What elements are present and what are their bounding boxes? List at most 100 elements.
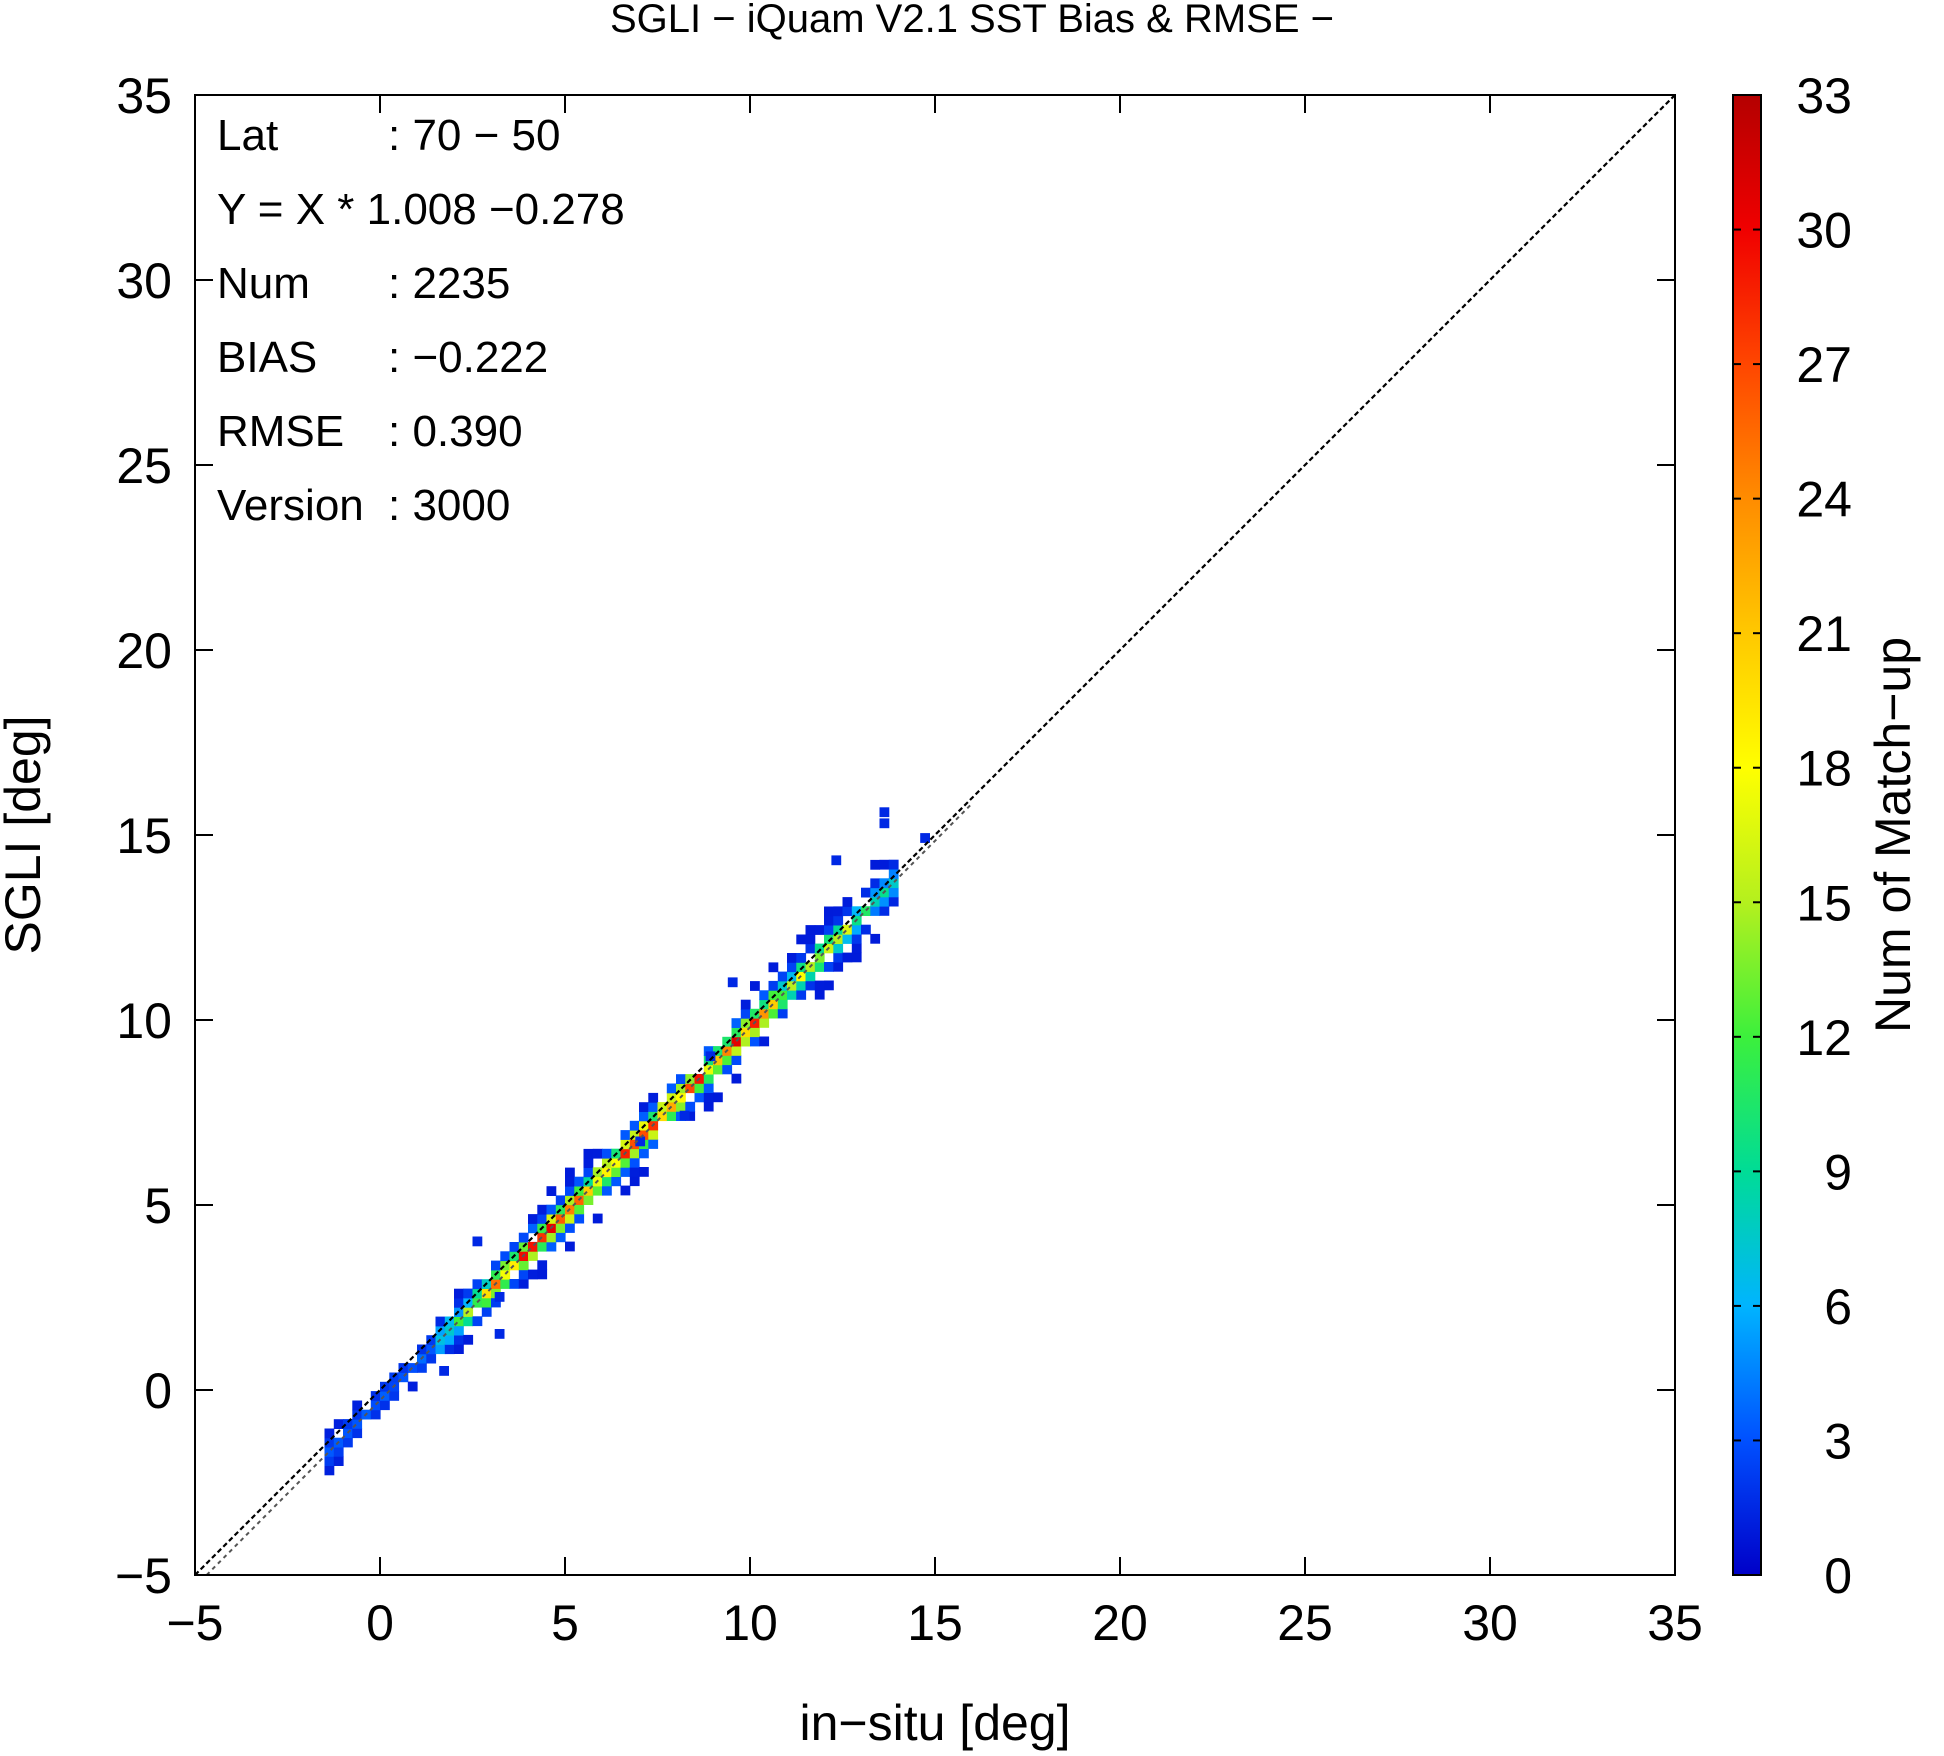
density-cell: [824, 925, 834, 935]
density-cell: [740, 1027, 751, 1038]
density-cell: [518, 1260, 529, 1271]
density-cell: [537, 1269, 548, 1280]
density-cell: [805, 971, 816, 982]
x-tick-label: 5: [551, 1595, 579, 1651]
density-cell: [592, 1148, 603, 1159]
colorbar-tick-label: 0: [1824, 1548, 1852, 1604]
density-cell: [565, 1176, 575, 1187]
density-cell: [842, 952, 853, 963]
outlier-cell: [679, 1110, 690, 1121]
density-cell: [472, 1316, 483, 1327]
regression-line: [205, 802, 973, 1576]
density-cell: [380, 1391, 390, 1401]
colorbar-tick-label: 21: [1796, 606, 1852, 662]
colorbar-tick-label: 30: [1796, 203, 1852, 259]
density-cell: [805, 934, 816, 945]
density-cell: [500, 1260, 511, 1271]
y-axis-label: SGLI [deg]: [0, 715, 51, 954]
density-cell: [824, 915, 834, 926]
density-cell: [491, 1260, 501, 1271]
density-cell: [629, 1167, 640, 1177]
density-cell: [518, 1269, 529, 1280]
density-cell: [888, 887, 899, 898]
density-cell: [824, 962, 834, 972]
stat-value: : 70 − 50: [388, 111, 560, 160]
x-axis-label: in−situ [deg]: [799, 1695, 1070, 1751]
density-cell: [555, 1223, 566, 1233]
colorbar-label: Num of Match−up: [1865, 637, 1921, 1033]
density-cell: [602, 1148, 612, 1159]
density-cell: [324, 1428, 335, 1439]
density-cell: [750, 981, 760, 991]
one-to-one-line: [194, 94, 1676, 1576]
density-cell: [398, 1363, 409, 1373]
density-cell: [463, 1334, 474, 1345]
density-cell: [454, 1325, 464, 1336]
density-cell: [417, 1363, 427, 1373]
density-cell: [759, 1008, 770, 1019]
density-cell: [759, 1018, 770, 1028]
x-tick-label: 35: [1647, 1595, 1703, 1651]
density-cell: [879, 896, 890, 907]
density-cell: [703, 1101, 714, 1112]
outlier-cell: [920, 833, 930, 843]
density-cell: [435, 1316, 446, 1327]
density-cell: [787, 971, 797, 982]
density-cell: [407, 1363, 418, 1373]
density-cell: [629, 1157, 640, 1168]
density-cell: [555, 1213, 566, 1224]
colorbar-tick-label: 9: [1824, 1144, 1852, 1200]
density-cell: [888, 896, 899, 907]
density-cell: [629, 1120, 640, 1131]
density-cell: [768, 999, 779, 1010]
density-cell: [352, 1428, 363, 1439]
density-cell: [731, 1046, 742, 1056]
density-cell: [426, 1353, 437, 1364]
x-tick-label: 15: [907, 1595, 963, 1651]
density-cell: [879, 878, 890, 889]
density-cell: [574, 1186, 585, 1196]
stat-label: Lat: [217, 111, 278, 160]
density-cell: [491, 1297, 501, 1308]
density-cell: [750, 1027, 760, 1038]
colorbar-ticks: 0 3 6 9 12 15 18 21 24 27 30 33: [1733, 68, 1852, 1604]
density-cell: [620, 1130, 631, 1140]
y-tick-label: −5: [115, 1548, 172, 1604]
density-cell: [870, 887, 881, 898]
density-cell: [481, 1288, 492, 1299]
density-cell: [537, 1260, 548, 1271]
density-cell: [565, 1223, 575, 1233]
stat-label: Y = X * 1.008 −0.278: [217, 185, 625, 234]
density-cell: [343, 1419, 353, 1429]
density-cell: [592, 1185, 603, 1196]
colorbar-tick-label: 18: [1796, 741, 1852, 797]
density-cell: [861, 906, 871, 916]
density-cell: [583, 1195, 594, 1205]
density-cell: [731, 1073, 742, 1084]
density-cell: [537, 1204, 548, 1215]
density-cell: [380, 1400, 390, 1411]
y-tick-label: 5: [144, 1178, 172, 1234]
density-cell: [870, 859, 881, 870]
density-cell: [861, 887, 871, 898]
density-cell: [370, 1391, 381, 1401]
outlier-cell: [635, 1136, 646, 1147]
density-cell: [611, 1176, 622, 1187]
density-cell: [454, 1334, 464, 1345]
density-cell: [583, 1148, 594, 1159]
density-cell: [703, 1083, 714, 1093]
density-cell: [528, 1223, 538, 1234]
density-cell: [870, 878, 881, 889]
density-cell: [750, 1036, 760, 1047]
stat-value: : −0.222: [388, 333, 548, 382]
density-cell: [565, 1167, 575, 1178]
density-cell: [851, 934, 862, 944]
density-cell: [787, 980, 797, 991]
density-cell: [814, 962, 825, 972]
density-cell: [713, 1064, 723, 1075]
outlier-cell: [879, 818, 890, 829]
density-cell: [509, 1260, 520, 1271]
y-tick-label: 0: [144, 1363, 172, 1419]
density-cell: [879, 906, 890, 916]
